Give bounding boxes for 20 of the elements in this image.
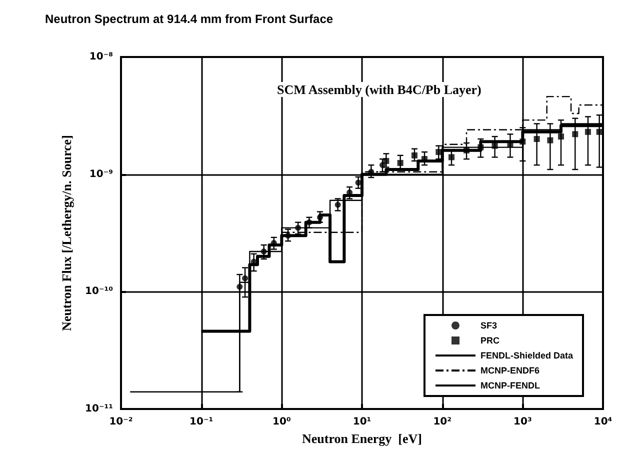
legend-label: PRC — [480, 336, 500, 346]
x-tick-label: 10² — [433, 416, 452, 428]
legend-label: SF3 — [480, 320, 498, 330]
x-tick-label: 10⁴ — [594, 416, 612, 428]
y-tick-label: 10⁻⁹ — [89, 168, 113, 180]
x-axis-title: Neutron Energy [eV] — [302, 430, 422, 446]
y-axis-title: Neutron Flux [/Lethergy/n. Source] — [59, 135, 74, 331]
y-tick-label: 10⁻⁸ — [89, 52, 113, 62]
legend-label: MCNP-FENDL — [480, 380, 540, 390]
x-tick-label: 10³ — [514, 416, 532, 428]
x-tick-label: 10⁻¹ — [190, 416, 214, 428]
y-tick-label: 10⁻¹⁰ — [85, 286, 113, 298]
x-tick-label: 10¹ — [352, 416, 372, 428]
x-tick-label: 10⁻² — [109, 416, 133, 428]
x-tick-label: 10⁰ — [272, 416, 291, 428]
legend-label: MCNP-ENDF6 — [480, 366, 540, 376]
y-tick-label: 10⁻¹¹ — [85, 404, 113, 414]
annotation: SCM Assembly (with B4C/Pb Layer) — [277, 82, 482, 97]
chart-title: Neutron Spectrum at 914.4 mm from Front Surface — [45, 12, 334, 26]
legend-label: FENDL-Shielded Data — [480, 350, 574, 360]
